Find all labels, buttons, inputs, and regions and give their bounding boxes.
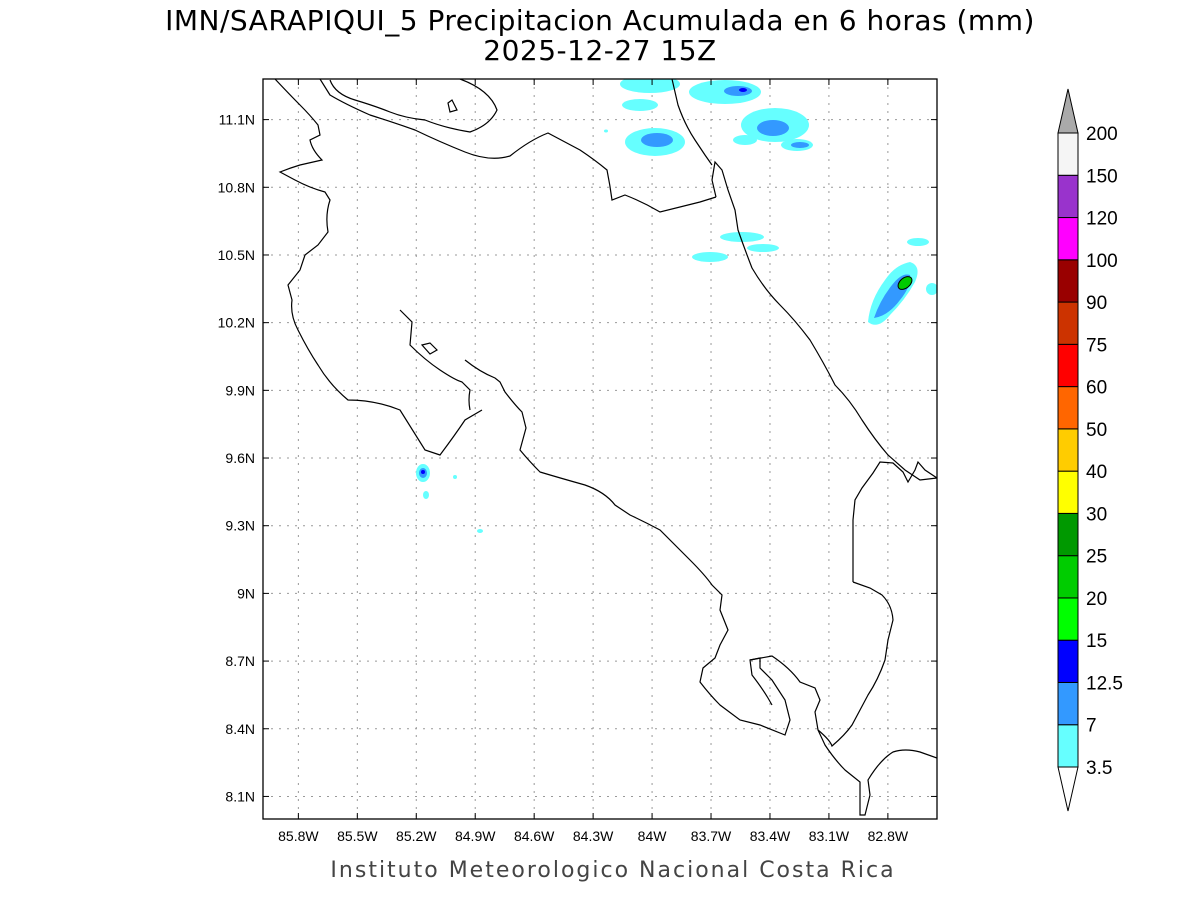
colorbar-swatch	[1057, 428, 1079, 472]
colorbar-swatch	[1057, 512, 1079, 557]
colorbar-swatch	[1057, 174, 1079, 219]
lon-tick-label: 83.7W	[691, 828, 732, 844]
colorbar-swatch	[1057, 597, 1079, 641]
axis-ticks: 85.8W 85.5W 85.2W 84.9W 84.6W 84.3W 84W 83.7W 83…	[218, 79, 937, 844]
lon-tick-label: 85.2W	[396, 828, 437, 844]
colorbar-label: 40	[1086, 462, 1107, 483]
colorbar-swatch	[1057, 386, 1079, 430]
map-area	[263, 79, 937, 819]
colorbar-label: 60	[1086, 378, 1107, 399]
lat-tick-label: 11.1N	[219, 112, 255, 128]
precip-cluster-center	[692, 232, 779, 262]
precip-cluster-west	[416, 129, 608, 533]
lat-tick-label: 8.4N	[225, 721, 255, 737]
lon-tick-label: 85.8W	[278, 828, 319, 844]
colorbar-swatch	[1057, 555, 1079, 599]
colorbar-label: 3.5	[1086, 758, 1112, 779]
lon-tick-label: 84W	[638, 828, 668, 844]
colorbar-label: 50	[1086, 420, 1107, 441]
lat-tick-label: 9N	[237, 585, 255, 601]
colorbar-label: 90	[1086, 293, 1107, 314]
lat-tick-label: 9.6N	[225, 450, 255, 466]
colorbar-lower-arrow	[1057, 766, 1079, 812]
colorbar-swatch	[1057, 301, 1079, 345]
colorbar-label: 30	[1086, 504, 1107, 525]
credit-text: Instituto Meteorologico Nacional Costa R…	[330, 858, 895, 883]
lat-tick-label: 8.1N	[225, 788, 255, 804]
panama-border	[852, 460, 937, 582]
colorbar-label: 25	[1086, 547, 1107, 568]
lon-tick-label: 84.3W	[573, 828, 614, 844]
colorbar-label: 75	[1086, 335, 1107, 356]
lon-tick-label: 84.9W	[455, 828, 496, 844]
colorbar-label: 150	[1086, 166, 1118, 187]
caribbean-coast	[711, 160, 937, 481]
precip-cluster-north	[620, 79, 813, 156]
lat-tick-label: 8.7N	[225, 653, 255, 669]
lat-tick-label: 9.9N	[225, 382, 255, 398]
colorbar-swatch	[1057, 470, 1079, 514]
nicoya-pacific-coast	[274, 79, 483, 456]
colorbar-label: 12.5	[1086, 673, 1123, 694]
colorbar-label: 100	[1086, 251, 1118, 272]
lon-tick-label: 83.4W	[750, 828, 791, 844]
nicaragua-lake-shore	[329, 79, 498, 133]
colorbar: 3.5 7 12.5 15 20 25 30 40 50 60 75 90 100 120 150 200	[1057, 88, 1123, 812]
precipitation-field	[416, 79, 937, 533]
colorbar-label: 15	[1086, 631, 1107, 652]
golfo-dulce	[817, 581, 894, 748]
lon-tick-label: 84.6W	[514, 828, 555, 844]
osa-peninsula	[749, 655, 937, 816]
lat-tick-label: 10.2N	[218, 315, 255, 331]
colorbar-label: 200	[1086, 124, 1118, 145]
lake-island	[447, 99, 458, 113]
lon-tick-label: 85.5W	[337, 828, 378, 844]
lon-tick-label: 82.8W	[868, 828, 909, 844]
lat-tick-label: 10.5N	[218, 247, 255, 263]
border-north-east	[671, 79, 713, 166]
colorbar-label: 120	[1086, 209, 1118, 230]
colorbar-swatch	[1057, 259, 1079, 303]
pacific-coast-central	[464, 359, 791, 736]
map-title: IMN/SARAPIQUI_5 Precipitacion Acumulada …	[165, 4, 1035, 37]
colorbar-swatch	[1057, 681, 1079, 726]
colorbar-label: 7	[1086, 716, 1097, 737]
lon-tick-label: 83.1W	[809, 828, 850, 844]
colorbar-label: 20	[1086, 589, 1107, 610]
lat-tick-label: 9.3N	[225, 518, 255, 534]
map-frame	[262, 78, 938, 820]
colorbar-swatch	[1057, 132, 1079, 176]
colorbar-swatch	[1057, 343, 1079, 388]
precip-cluster-east	[868, 238, 937, 325]
lat-tick-label: 10.8N	[218, 179, 255, 195]
map-subtitle-datetime: 2025-12-27 15Z	[483, 34, 716, 67]
colorbar-swatch	[1057, 217, 1079, 261]
colorbar-upper-arrow	[1057, 88, 1079, 134]
nicaragua-border	[319, 79, 717, 213]
colorbar-swatch	[1057, 724, 1079, 768]
coastline-layer	[274, 79, 937, 816]
nicoya-island	[420, 342, 438, 355]
colorbar-swatch	[1057, 639, 1079, 683]
gulf-of-nicoya	[399, 309, 471, 411]
